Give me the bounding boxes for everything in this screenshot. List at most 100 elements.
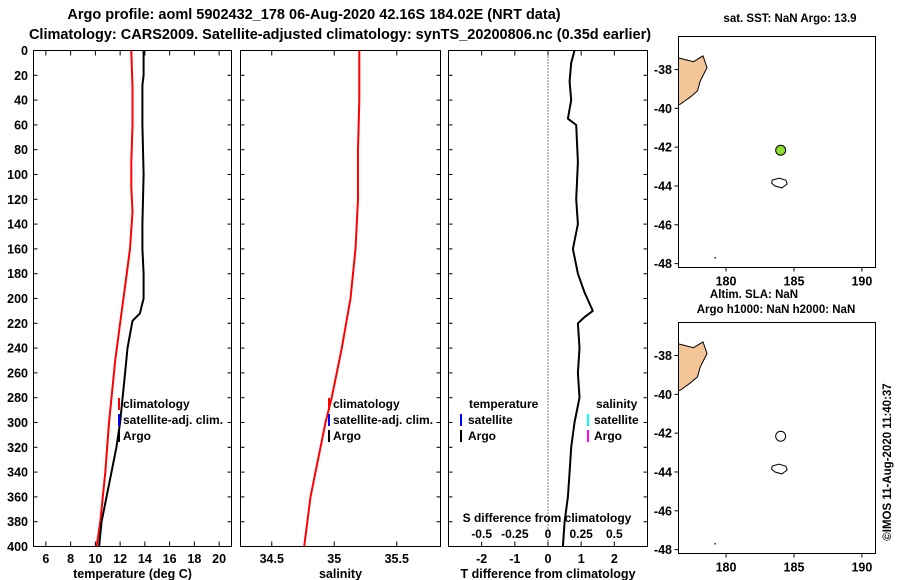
salinity-panel: 34.5 35 35.5 salinity climatology satellite-a… [240,50,441,580]
temperature-panel: 0 20 40 60 80 100 120 140 160 180 200 220 240 260 280 3… [7,44,232,580]
map_sst-xtick-label: 180 [716,275,737,289]
chatham-islands [771,463,788,475]
map_sla-ytick-label: -42 [654,427,672,441]
imos-watermark: ©IMOS 11-Aug-2020 11:40:37 [882,383,894,540]
small-island [714,256,716,259]
temperature-argo-line [98,50,145,547]
map_sla-xtick-label: 180 [716,561,737,575]
map_sla-ytick-label: -48 [654,543,672,557]
map_sst-xtick-label: 185 [784,275,805,289]
difference-xtick-label: 0 [545,552,552,566]
map_sla-xtick-label: 185 [784,561,805,575]
difference-xtick-label: 1 [578,552,585,566]
map_sst-xtick-label: 190 [851,275,872,289]
depth-tick-label: 160 [7,242,28,256]
diff-legend-left-label: satellite [468,413,513,427]
depth-tick-label: 340 [7,466,28,480]
difference-xtick-label: 2 [611,552,618,566]
title-line-1: Argo profile: aoml 5902432_178 06-Aug-20… [67,7,560,23]
temperature-climatology-line [95,50,134,547]
map_sst-ytick-label: -44 [654,179,672,193]
depth-tick-label: 0 [21,44,28,58]
chatham-islands [771,177,788,189]
map_sst-ytick-label: -38 [654,63,672,77]
new-zealand-land [678,55,708,105]
diff-legend-left-label: temperature [469,397,539,411]
map_sla-ytick-label: -44 [654,465,672,479]
depth-tick-label: 260 [7,366,28,380]
depth-tick-label: 100 [7,168,28,182]
sst-map-panel: sat. SST: NaN Argo: 13.9 -38 -40 -42 -44 -46… [654,13,876,289]
temperature-xtick-label: 14 [138,552,152,566]
depth-tick-label: 140 [7,218,28,232]
salinity-climatology-line [303,50,361,547]
temperature-legend-label: satellite-adj. clim. [123,413,223,427]
sst-map-frame [678,36,876,268]
difference-plot-frame [448,50,648,547]
diff-top-xtick-label: 0.25 [569,527,593,541]
difference-xlabel: T difference from climatology [460,567,635,580]
salinity-xtick-label: 34.5 [260,552,284,566]
diff-legend-right-label: Argo [594,429,622,443]
salinity-legend-label: satellite-adj. clim. [333,413,433,427]
diff-legend-right-label: salinity [596,397,638,411]
depth-tick-label: 240 [7,342,28,356]
map_sst-ytick-label: -46 [654,218,672,232]
depth-tick-label: 360 [7,490,28,504]
new-zealand-land [678,341,708,391]
diff-top-xlabel: S difference from climatology [463,511,632,525]
temperature-xtick-label: 20 [212,552,226,566]
depth-tick-label: 180 [7,267,28,281]
diff-legend-right-label: satellite [594,413,639,427]
temperature-xtick-label: 6 [42,552,49,566]
salinity-legend-label: climatology [333,397,400,411]
temperature-xtick-label: 18 [187,552,201,566]
diff-top-xtick-label: -0.5 [471,527,492,541]
salinity-plot-frame [240,50,441,547]
salinity-xlabel: salinity [319,567,362,580]
depth-tick-label: 280 [7,391,28,405]
temperature-xtick-label: 16 [163,552,177,566]
small-island [714,542,716,545]
diff-top-xtick-label: -0.25 [501,527,529,541]
difference-t-difference-argo-climatology-line [561,50,594,547]
map_sst-ytick-label: -40 [654,102,672,116]
temperature-legend-label: climatology [123,397,190,411]
depth-tick-label: 120 [7,193,28,207]
map_sst-argo-float-marker [775,144,787,156]
sla-map-title: Argo h1000: NaN h2000: NaN [697,304,856,316]
depth-tick-label: 400 [7,540,28,554]
temperature-xtick-label: 8 [67,552,74,566]
map_sla-argo-float-marker [775,430,787,442]
salinity-xtick-label: 35.5 [385,552,409,566]
depth-tick-label: 300 [7,416,28,430]
depth-tick-label: 380 [7,515,28,529]
diff-top-xtick-label: 0 [545,527,552,541]
temperature-legend-label: Argo [123,429,151,443]
difference-xtick-label: -2 [476,552,487,566]
sst-map-title: sat. SST: NaN Argo: 13.9 [723,13,856,25]
sla-map-panel: Altim. SLA: NaN Argo h1000: NaN h2000: N… [654,289,876,575]
difference-panel: -2 -1 0 1 2T difference from climatology temp… [448,50,648,580]
depth-tick-label: 320 [7,441,28,455]
map_sla-ytick-label: -38 [654,349,672,363]
map_sla-ytick-label: -40 [654,388,672,402]
map_sla-ytick-label: -46 [654,504,672,518]
map_sla-xtick-label: 190 [851,561,872,575]
map_sst-ytick-label: -48 [654,257,672,271]
depth-tick-label: 60 [14,118,28,132]
temperature-xtick-label: 10 [88,552,102,566]
depth-tick-label: 220 [7,317,28,331]
salinity-xtick-label: 35 [327,552,341,566]
depth-tick-label: 200 [7,292,28,306]
temperature-xlabel: temperature (deg C) [73,567,192,580]
temperature-xtick-label: 12 [113,552,127,566]
depth-tick-label: 20 [14,69,28,83]
map_sst-ytick-label: -42 [654,141,672,155]
depth-tick-label: 80 [14,143,28,157]
difference-xtick-label: -1 [509,552,520,566]
title-line-2: Climatology: CARS2009. Satellite-adjuste… [29,27,651,43]
sla-map-frame [678,322,876,554]
depth-tick-label: 40 [14,94,28,108]
